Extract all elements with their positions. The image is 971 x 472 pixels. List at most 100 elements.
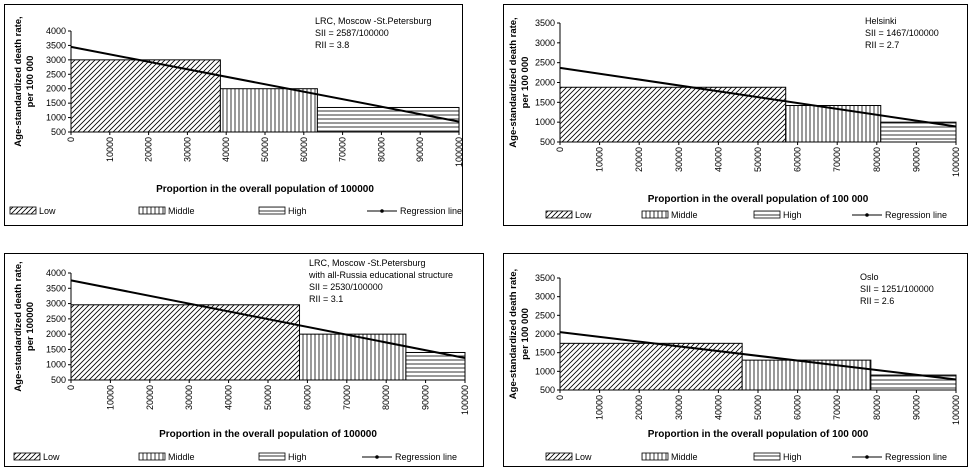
y-tick-label: 2500 [535, 310, 555, 320]
legend-marker-regression [865, 213, 869, 217]
legend-label: Low [39, 206, 56, 216]
legend-swatch-low [9, 206, 37, 215]
legend-label: Regression line [885, 210, 947, 220]
bar-high [316, 106, 460, 133]
y-tick-label: 1500 [46, 98, 66, 108]
bar-middle [785, 105, 882, 143]
x-tick-label: 80000 [872, 395, 882, 420]
x-tick-label: 0 [555, 147, 565, 152]
annotation-line: RII = 3.1 [309, 294, 343, 304]
x-tick-label: 90000 [911, 147, 921, 172]
legend-label: Regression line [395, 452, 457, 462]
bar-middle [299, 333, 407, 381]
legend-label: Low [575, 210, 592, 220]
y-axis-label: per 100000 [25, 302, 36, 351]
x-tick-label: 30000 [674, 147, 684, 172]
chart-svg: 500 1000 1500 2000 2500 3000 3500 0 10000 20000 30… [508, 16, 961, 220]
y-tick-label: 3500 [535, 273, 555, 283]
legend-label: Middle [168, 206, 195, 216]
legend-swatch-middle [138, 206, 166, 215]
x-tick-label: 90000 [415, 137, 425, 162]
chart-panel-1: 500 1000 1500 2000 2500 3000 3500 4000 0 10000 200… [4, 4, 463, 226]
bar-low [70, 304, 301, 381]
bar-low [70, 59, 221, 133]
x-tick-label: 10000 [595, 147, 605, 172]
legend-swatch-low [545, 452, 573, 461]
legend-swatch-middle [641, 210, 669, 219]
x-tick-label: 30000 [184, 385, 194, 410]
annotation-line: RII = 3.8 [315, 40, 349, 50]
annotation-line: RII = 2.6 [860, 296, 894, 306]
x-axis-label: Proportion in the overall population of … [648, 429, 869, 440]
x-tick-label: 90000 [911, 395, 921, 420]
y-tick-label: 2000 [46, 84, 66, 94]
x-axis-label: Proportion in the overall population of … [159, 429, 377, 440]
y-axis-label: Age-standardized death rate, [13, 16, 24, 146]
y-tick-label: 3000 [46, 55, 66, 65]
annotation-line: Helsinki [865, 16, 897, 26]
x-tick-label: 50000 [753, 147, 763, 172]
annotation-line: SII = 1467/100000 [865, 28, 939, 38]
regression-line [70, 279, 466, 359]
y-tick-label: 2500 [535, 58, 555, 68]
y-tick-label: 1500 [46, 344, 66, 354]
y-axis-label: per 100 000 [520, 308, 531, 360]
x-tick-label: 50000 [260, 137, 270, 162]
x-tick-label: 90000 [421, 385, 431, 410]
y-tick-label: 2000 [535, 78, 555, 88]
legend-swatch-middle [641, 452, 669, 461]
x-tick-label: 40000 [224, 385, 234, 410]
chart-panel-4: 500 1000 1500 2000 2500 3000 3500 0 10000 20000 30… [503, 253, 968, 467]
x-tick-label: 100000 [951, 147, 961, 177]
annotation-line: LRC, Moscow -St.Petersburg [315, 16, 432, 26]
y-tick-label: 500 [540, 137, 555, 147]
x-tick-label: 50000 [263, 385, 273, 410]
y-axis-label: Age-standardized death rate, [508, 17, 519, 147]
x-tick-label: 70000 [338, 137, 348, 162]
y-tick-label: 1500 [535, 348, 555, 358]
legend-swatch-high [753, 452, 781, 461]
y-tick-label: 500 [540, 385, 555, 395]
y-tick-label: 3500 [535, 18, 555, 28]
legend-label: High [288, 452, 307, 462]
x-tick-label: 70000 [832, 147, 842, 172]
y-axis-label: per 100 000 [25, 56, 36, 108]
y-axis-label: Age-standardized death rate, [508, 269, 519, 399]
legend-label: Middle [168, 452, 195, 462]
legend-swatch-high [258, 452, 286, 461]
annotation-line: SII = 1251/100000 [860, 284, 934, 294]
x-tick-label: 40000 [221, 137, 231, 162]
y-tick-label: 500 [51, 375, 66, 385]
y-tick-label: 3500 [46, 283, 66, 293]
y-axis-label: Age-standardized death rate, [13, 261, 24, 391]
legend-label: High [783, 452, 802, 462]
y-tick-label: 1000 [46, 113, 66, 123]
regression-line [70, 45, 460, 123]
legend-label: High [288, 206, 307, 216]
x-tick-label: 40000 [713, 147, 723, 172]
bar-high [405, 351, 466, 381]
x-tick-label: 20000 [144, 137, 154, 162]
x-tick-label: 100000 [454, 137, 462, 167]
regression-line [559, 331, 957, 381]
x-tick-label: 100000 [951, 395, 961, 425]
y-tick-label: 500 [51, 127, 66, 137]
y-tick-label: 3500 [46, 40, 66, 50]
x-tick-label: 60000 [302, 385, 312, 410]
legend-label: Middle [671, 452, 698, 462]
legend-label: Regression line [885, 452, 947, 462]
legend-label: Middle [671, 210, 698, 220]
x-tick-label: 100000 [460, 385, 470, 415]
x-tick-label: 30000 [674, 395, 684, 420]
legend-swatch-high [258, 206, 286, 215]
y-tick-label: 2000 [46, 329, 66, 339]
annotation-line: SII = 2530/100000 [309, 282, 383, 292]
x-tick-label: 0 [66, 137, 76, 142]
x-tick-label: 60000 [793, 395, 803, 420]
y-tick-label: 2000 [535, 329, 555, 339]
y-tick-label: 1000 [535, 117, 555, 127]
legend-swatch-high [753, 210, 781, 219]
y-tick-label: 4000 [46, 26, 66, 36]
y-tick-label: 2500 [46, 314, 66, 324]
